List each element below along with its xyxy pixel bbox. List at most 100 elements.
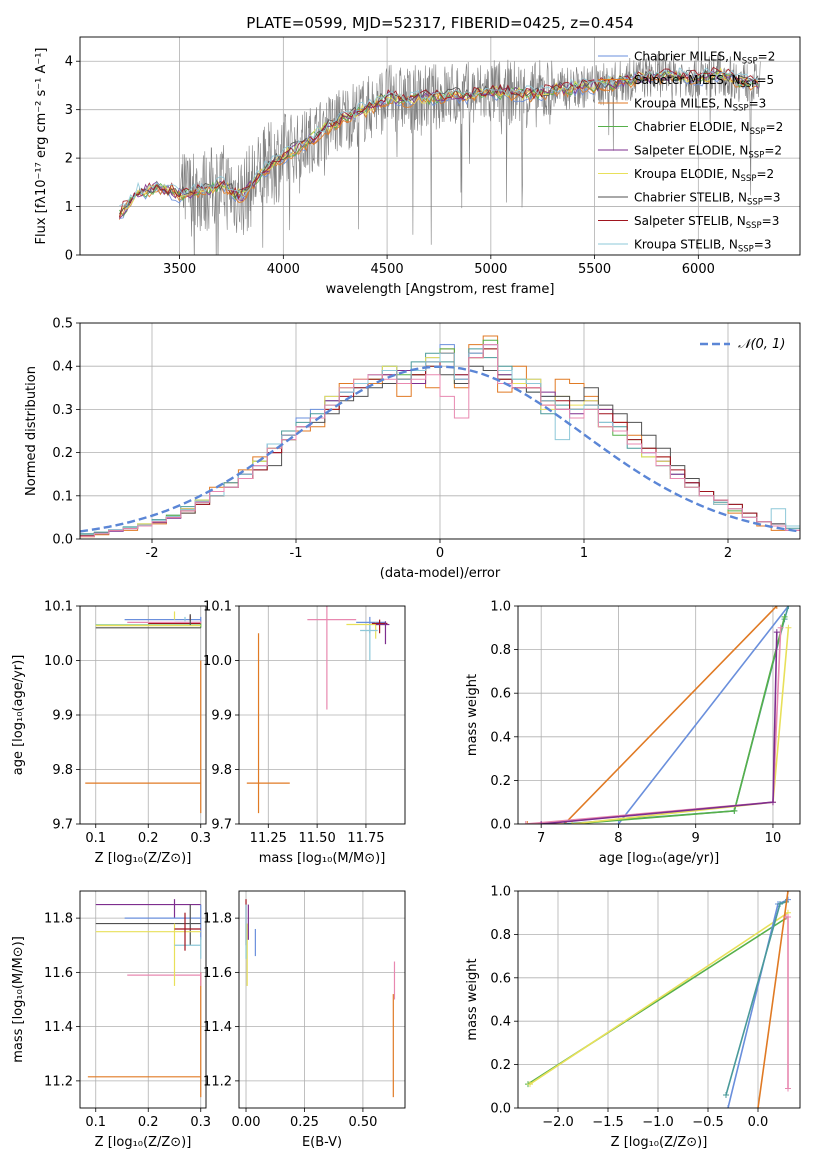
panel-age-vs-mass: 11.25 11.50 11.75 9.7 9.8 9.9 10.0 10.1 mass [lo… [203,600,406,866]
legend-name: Chabrier ELODIE, N [634,120,750,134]
grid [518,606,800,824]
error-point-7 [95,614,201,629]
x-tick-label: -2 [146,546,159,561]
x-axis-label: Z [log₁₀(Z/Z⊙)] [611,1135,708,1150]
grid [518,891,800,1108]
legend-suffix: =3 [754,238,772,252]
marker-plus [522,821,529,824]
model-line-8 [119,67,759,207]
x-axis-label: wavelength [Angstrom, rest frame] [326,282,555,297]
panel-age-vs-Z: 0.1 0.2 0.3 9.7 9.8 9.9 10.0 10.1 Z [log₁₀(Z/Z⊙)… [11,600,211,867]
grid [80,606,206,824]
error-point-4 [371,619,388,634]
y-tick-label: 1 [65,200,73,215]
cumulative-line-4 [757,891,789,1108]
error-point-1 [307,606,357,710]
error-point-6 [360,625,378,661]
axes-frame [79,36,801,256]
axes-frame [238,605,406,825]
y-tick-label: 11.2 [203,1074,232,1089]
x-tick-label: 11.75 [347,831,384,846]
y-tick-label: 0.4 [490,730,511,745]
y-axis-label: mass weight [465,958,480,1040]
legend-label: Salpeter STELIB, NSSP=3 [634,214,779,231]
x-tick-label: 10 [765,831,782,846]
legend-suffix: =2 [766,120,784,134]
y-tick-label: 0.8 [490,928,511,943]
cumulative-line-3 [572,616,786,824]
y-tick-label: 11.6 [203,966,232,981]
y-tick-label: 0.2 [490,1058,511,1073]
x-tick-label: 0.00 [232,1115,261,1130]
legend: 𝒩(0, 1) [700,337,785,352]
y-tick-label: 0.2 [52,446,73,461]
y-tick-label: 9.7 [211,818,232,833]
y-tick-label: 11.4 [44,1020,73,1035]
x-tick-label: 7 [537,831,545,846]
legend-name: Chabrier MILES, N [634,50,742,64]
legend-name: Kroupa ELODIE, N [634,167,741,181]
cumulative-line-6 [541,632,778,824]
x-tick-label: 0.50 [348,1115,377,1130]
marker-plus [785,606,792,609]
error-point-6 [127,621,202,624]
error-point-0 [246,633,290,814]
legend-label: Kroupa ELODIE, NSSP=2 [634,167,774,184]
y-tick-label: 0.3 [52,403,73,418]
legend-label: Chabrier ELODIE, NSSP=2 [634,120,783,137]
cumulative-line-1 [617,606,790,824]
x-tick-label: 5000 [474,262,507,277]
legend-suffix: =3 [762,214,780,228]
y-tick-label: 4 [65,55,73,70]
plot-area [518,891,800,1108]
x-tick-label: 0 [436,546,444,561]
x-tick-label: −2.0 [542,1115,574,1130]
marker-plus [524,821,531,824]
cumulative-line-2 [564,606,790,824]
legend-label: Salpeter MILES, NSSP=5 [634,73,774,90]
y-tick-label: 9.9 [52,709,73,724]
legend-subscript: SSP [746,221,762,231]
panel-weight-vs-Z: −2.0 −1.5 −1.0 −0.5 0.0 0.0 0.2 0.4 0.6 0.8 1.0 Z [… [465,885,801,1150]
cumulative-line-3 [725,901,787,1096]
legend-label: Kroupa STELIB, NSSP=3 [634,238,772,255]
legend-name: Salpeter MILES, N [634,73,741,87]
x-tick-label: 4000 [267,262,300,277]
marker-plus [777,901,783,908]
x-tick-label: 1 [580,546,588,561]
x-tick-label: 0.1 [85,831,106,846]
y-tick-label: 11.4 [203,1020,232,1035]
error-point-5 [375,621,390,645]
axes-frame [238,890,406,1109]
error-point-0 [87,972,202,1098]
legend-name: Chabrier STELIB, N [634,191,747,205]
x-tick-label: 0.1 [85,1115,106,1130]
axes-frame [517,605,801,825]
marker-plus [773,606,780,609]
cumulative-line-1 [529,912,789,1085]
cumulative-line-5 [525,627,782,824]
x-axis-label: (data-model)/error [380,566,501,581]
x-tick-label: 0.0 [748,1115,769,1130]
marker-plus [538,821,545,824]
chart-title: PLATE=0599, MJD=52317, FIBERID=0425, z=0… [246,14,633,32]
error-point-3 [124,904,202,940]
x-tick-label: 0.2 [138,831,159,846]
x-tick-label: 6000 [682,262,715,277]
error-point-1 [85,660,202,814]
legend-subscript: SSP [741,80,757,90]
legend-suffix: =3 [763,191,781,205]
y-tick-label: 0.0 [490,818,511,833]
y-tick-label: 0.6 [490,971,511,986]
legend-subscript: SSP [747,198,763,208]
y-tick-label: 2 [65,152,73,167]
panel-spectrum: 3500 4000 4500 5000 5500 6000 0 1 2 3 4 wavelength … [34,14,801,297]
x-tick-label: 3500 [163,262,196,277]
x-tick-label: 0.3 [190,1115,211,1130]
y-tick-label: 0.5 [52,317,73,332]
panel-weight-vs-age: 7 8 9 10 0.0 0.2 0.4 0.6 0.8 1.0 age [log₁₀(age/yr… [465,600,801,866]
plot-area [80,323,800,539]
x-tick-label: −0.5 [692,1115,724,1130]
error-point-6 [174,937,202,959]
legend-subscript: SSP [750,127,766,137]
